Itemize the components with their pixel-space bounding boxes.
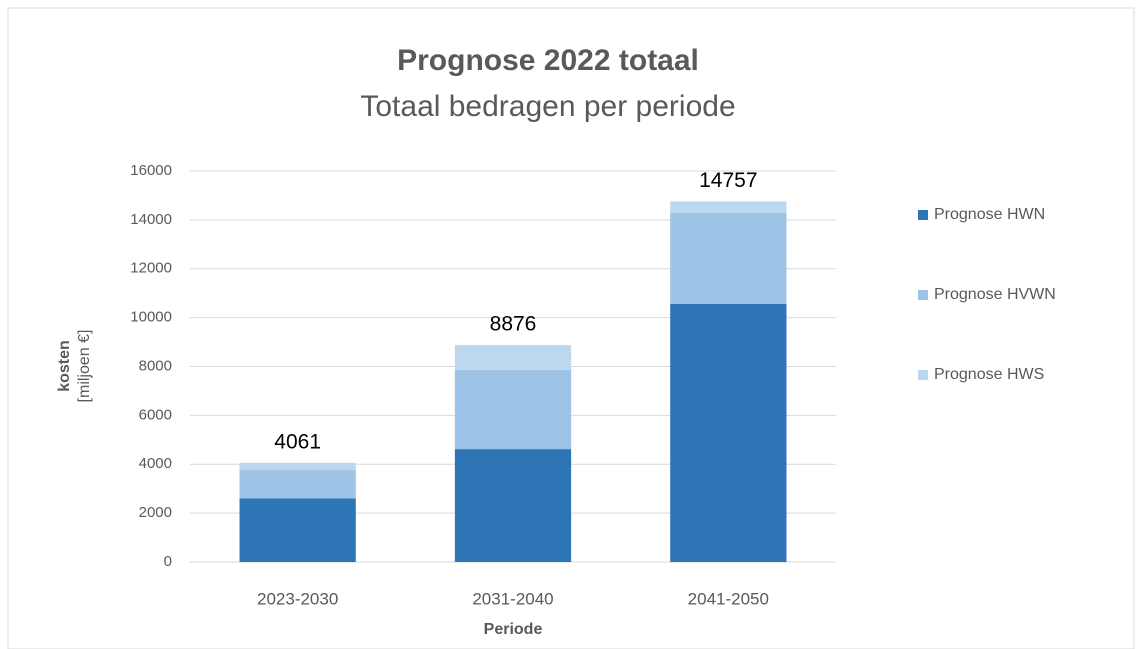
total-label: 14757: [699, 169, 757, 192]
bar-segment: [239, 498, 356, 562]
x-axis-title: Periode: [484, 621, 543, 638]
legend-swatch: [918, 290, 928, 300]
legend-label: Prognose HWS: [934, 366, 1044, 383]
legend-label: Prognose HWN: [934, 206, 1045, 223]
y-axis-title: kosten [miljoen €]: [56, 330, 93, 403]
bar-segment: [454, 449, 572, 562]
x-tick-label: 2031-2040: [472, 589, 553, 608]
y-tick-label: 0: [164, 553, 172, 570]
legend-swatch: [918, 210, 928, 220]
bar-segment: [454, 369, 572, 450]
bar-segment: [239, 462, 356, 471]
y-tick-label: 14000: [130, 211, 172, 228]
bar-segment: [670, 303, 787, 562]
bar-segment: [670, 201, 787, 214]
total-label: 4061: [274, 430, 321, 453]
y-tick-label: 2000: [139, 504, 172, 521]
x-tick-label: 2041-2050: [688, 589, 769, 608]
y-tick-label: 16000: [130, 162, 172, 179]
y-tick-label: 6000: [139, 406, 172, 423]
y-tick-label: 4000: [139, 455, 172, 472]
y-axis-title-line: kosten: [56, 340, 73, 392]
chart-subtitle: Totaal bedragen per periode: [360, 90, 735, 123]
legend-label: Prognose HVWN: [934, 286, 1056, 303]
bar-segment: [670, 213, 787, 304]
bar-segment: [239, 470, 356, 499]
chart-title: Prognose 2022 totaal: [397, 44, 699, 77]
y-axis-title-line: [miljoen €]: [76, 330, 93, 403]
bar-segment: [454, 345, 572, 370]
x-tick-label: 2023-2030: [257, 589, 338, 608]
y-tick-label: 10000: [130, 309, 172, 326]
legend-swatch: [918, 370, 928, 380]
total-label: 8876: [490, 313, 537, 336]
y-tick-label: 12000: [130, 260, 172, 277]
y-tick-label: 8000: [139, 357, 172, 374]
